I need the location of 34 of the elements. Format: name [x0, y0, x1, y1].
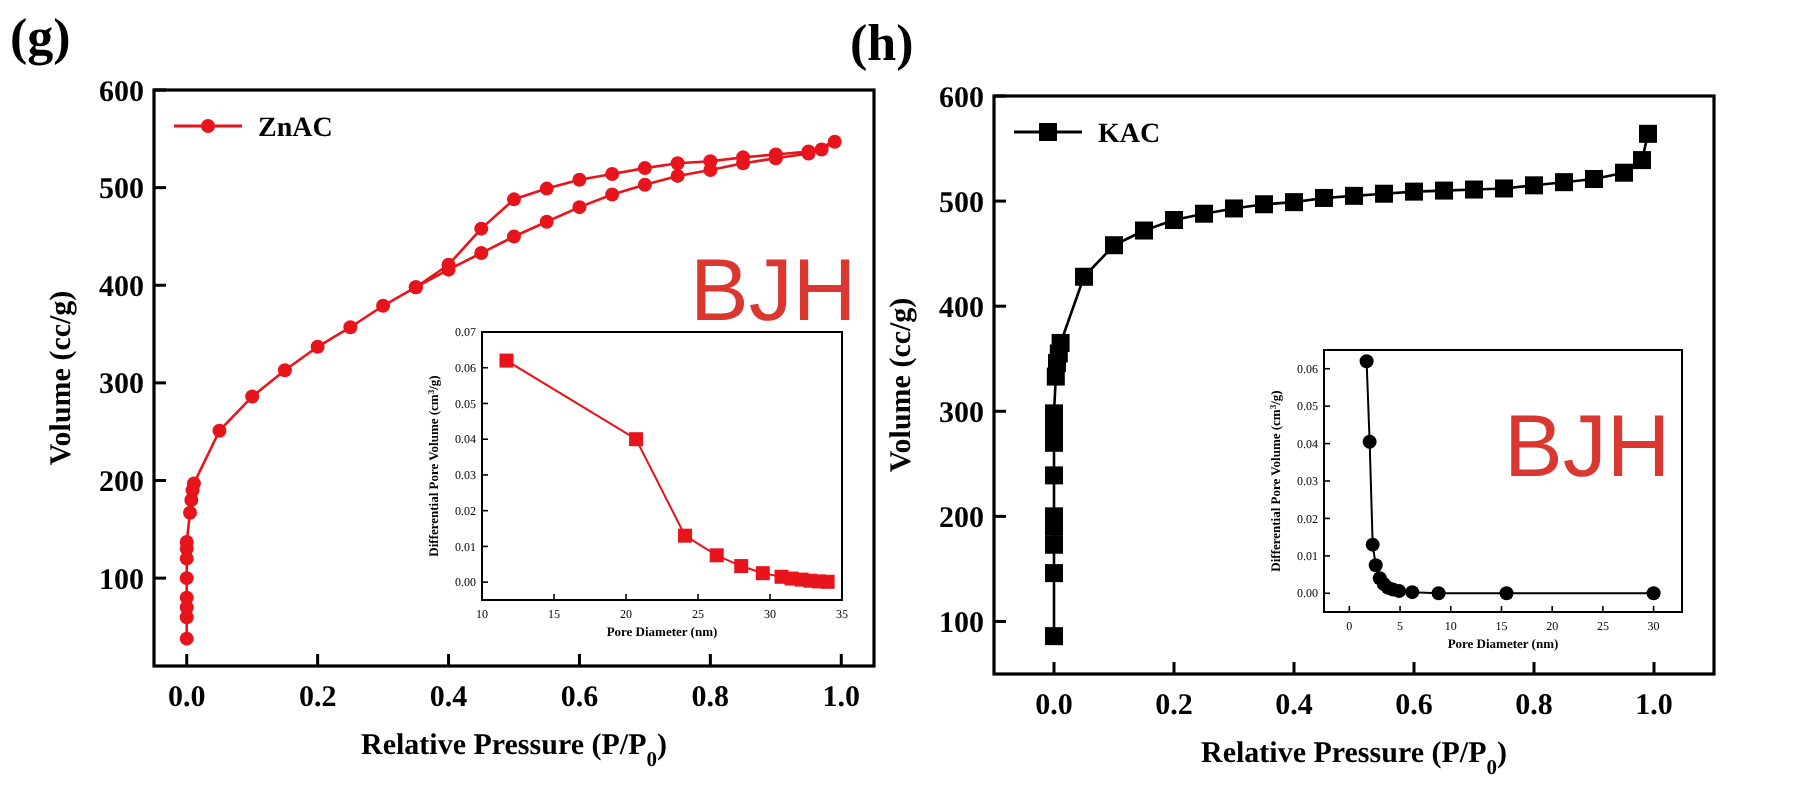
x-axis-title: Relative Pressure (P/P$_{0}$)	[361, 730, 667, 771]
annotation: BJH	[690, 242, 857, 340]
y-tick-label: 200	[99, 467, 144, 500]
y-tick-label: 400	[939, 292, 984, 325]
x-tick-label: 0.0	[167, 682, 206, 714]
legend-label: ZnAC	[258, 113, 333, 144]
y-tick-label: 300	[939, 397, 984, 430]
chart-title: (h)	[850, 14, 914, 72]
y-axis-title: Volume (cc/g)	[46, 290, 78, 466]
x-tick-label: 0.2	[1155, 690, 1193, 722]
x-tick-label: 1.0	[822, 682, 861, 714]
x-tick-label: 0.6	[1395, 690, 1434, 722]
x-tick-label: 0.0	[1035, 690, 1073, 722]
y-tick-label: 400	[99, 271, 144, 304]
x-axis-title: Relative Pressure (P/P$_{0}$)	[1201, 738, 1507, 779]
y-axis-title: Volume (cc/g)	[886, 297, 918, 473]
y-tick-label: 600	[939, 82, 984, 115]
legend-label: KAC	[1098, 119, 1161, 150]
y-tick-label: 500	[939, 187, 984, 220]
y-tick-label: 300	[99, 369, 144, 402]
x-tick-label: 0.4	[1275, 690, 1314, 722]
x-tick-label: 0.6	[560, 682, 600, 714]
chart-title: (g)	[10, 8, 71, 66]
x-tick-label: 1.0	[1635, 690, 1673, 722]
x-tick-label: 0.4	[429, 682, 469, 714]
y-tick-label: 100	[939, 607, 984, 640]
y-tick-label: 500	[99, 174, 144, 207]
y-tick-label: 100	[99, 564, 144, 597]
y-tick-label: 600	[99, 76, 144, 109]
annotation: BJH	[1504, 398, 1671, 496]
x-tick-label: 0.2	[298, 682, 337, 714]
x-tick-label: 0.8	[691, 682, 730, 714]
x-tick-label: 0.8	[1515, 690, 1553, 722]
y-tick-label: 200	[939, 502, 984, 535]
